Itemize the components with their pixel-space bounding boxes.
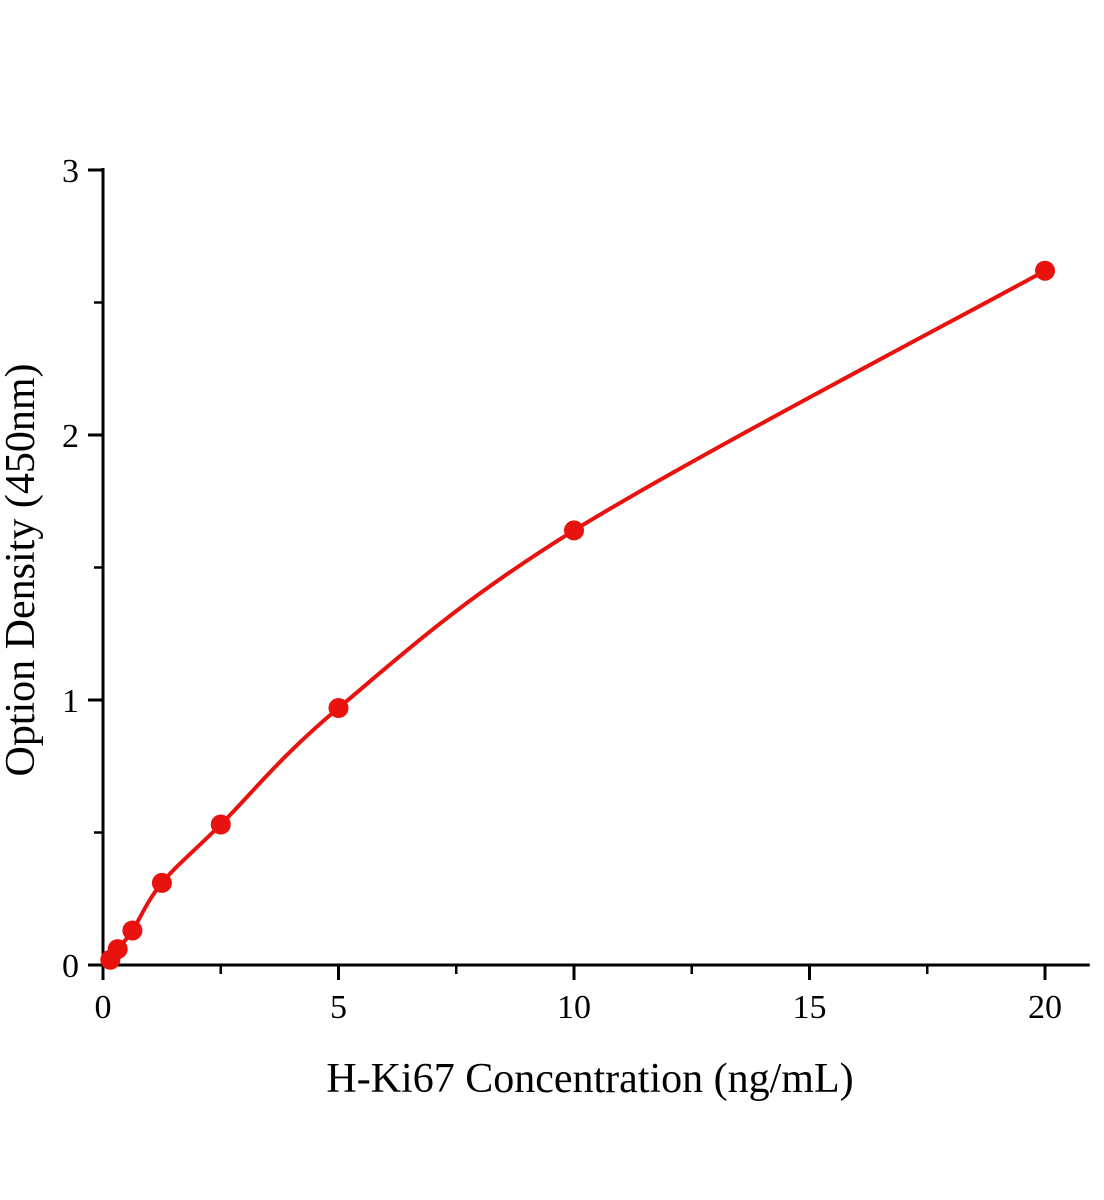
y-axis: 0 1 2 3 bbox=[62, 153, 105, 985]
y-tick-label: 2 bbox=[62, 418, 79, 455]
x-axis-ticks bbox=[101, 965, 1047, 980]
data-point bbox=[210, 814, 231, 835]
data-point-markers bbox=[100, 260, 1055, 970]
x-tick-label: 10 bbox=[557, 989, 591, 1026]
data-point bbox=[564, 520, 584, 541]
x-tick-label: 20 bbox=[1028, 989, 1062, 1026]
y-axis-title: Option Density (450nm) bbox=[0, 364, 44, 777]
y-axis-ticks bbox=[88, 168, 103, 967]
x-axis-title: H-Ki67 Concentration (ng/mL) bbox=[326, 1056, 853, 1102]
x-tick-label: 15 bbox=[793, 989, 827, 1026]
x-tick-label: 5 bbox=[330, 989, 347, 1026]
x-axis: 0 5 10 15 20 bbox=[95, 963, 1090, 1026]
y-tick-label: 3 bbox=[62, 153, 79, 190]
x-axis-tick-labels: 0 5 10 15 20 bbox=[95, 989, 1063, 1026]
y-tick-label: 1 bbox=[62, 683, 79, 720]
data-point bbox=[107, 939, 128, 960]
data-point bbox=[1035, 260, 1055, 281]
data-point bbox=[122, 920, 143, 941]
y-axis-tick-labels: 0 1 2 3 bbox=[62, 153, 79, 985]
data-point bbox=[151, 872, 172, 893]
x-tick-label: 0 bbox=[95, 989, 112, 1026]
standard-curve-line bbox=[108, 268, 1047, 962]
data-point bbox=[328, 698, 349, 718]
y-tick-label: 0 bbox=[62, 948, 79, 985]
